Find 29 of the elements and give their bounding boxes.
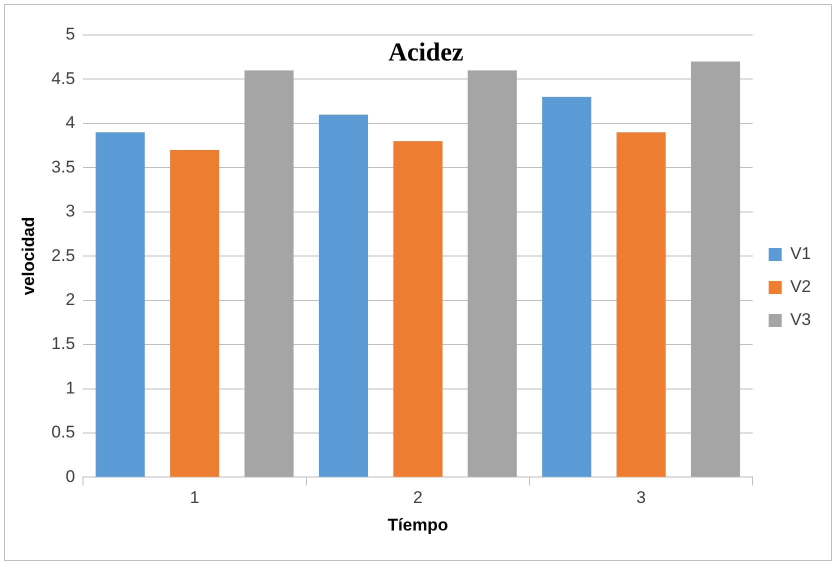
y-tick-label: 0.5 <box>51 422 76 442</box>
bar <box>616 132 666 477</box>
x-tick-label: 2 <box>413 488 423 508</box>
bar <box>542 96 592 477</box>
x-tick-label: 1 <box>190 488 200 508</box>
x-axis-title: Tíempo <box>388 515 448 534</box>
x-tick-label: 3 <box>636 488 646 508</box>
bar <box>468 70 517 477</box>
legend-label: V3 <box>790 310 812 330</box>
legend-label: V1 <box>790 244 812 264</box>
y-tick-label: 4.5 <box>51 68 76 88</box>
bar <box>393 141 442 477</box>
y-tick-label: 3.5 <box>51 157 76 176</box>
legend-label: V2 <box>790 277 812 296</box>
y-tick-label: 3 <box>66 202 76 221</box>
bar <box>690 62 740 477</box>
y-tick-label: 5 <box>66 24 76 44</box>
y-tick-label: 4 <box>66 113 76 132</box>
y-tick-label: 1 <box>66 378 76 398</box>
y-tick-label: 2.5 <box>51 246 76 265</box>
bar <box>96 132 145 477</box>
chart-title: Acidez <box>388 38 464 67</box>
y-tick-label: 2 <box>66 290 76 310</box>
bar <box>318 114 368 477</box>
y-tick-label: 0 <box>66 466 76 486</box>
y-tick-label: 1.5 <box>51 334 76 354</box>
y-axis-title: velocidad <box>18 216 38 296</box>
bar <box>244 70 294 477</box>
bar <box>170 150 220 477</box>
